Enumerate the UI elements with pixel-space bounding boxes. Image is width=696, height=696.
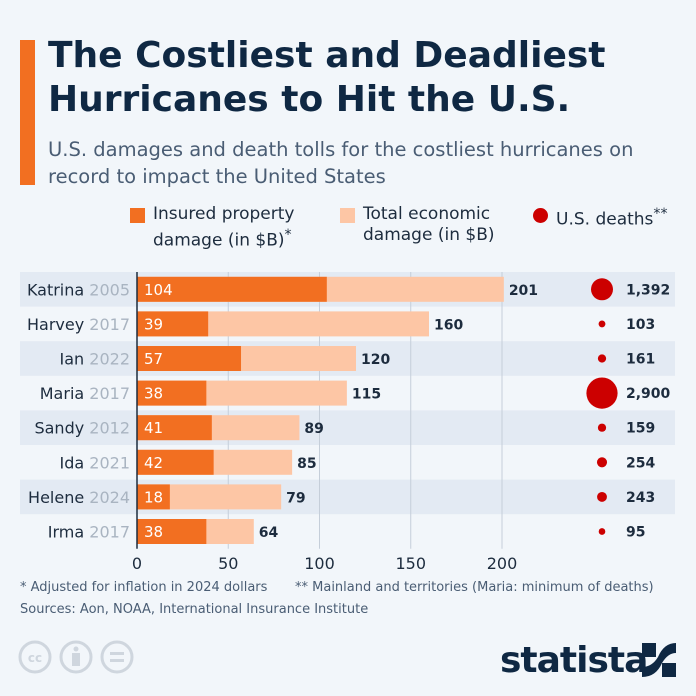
bar-insured (137, 415, 212, 441)
deaths-label: 2,900 (626, 386, 671, 402)
deaths-dot (598, 528, 606, 535)
bar-insured-label: 57 (144, 350, 163, 368)
bar-insured-label: 41 (144, 419, 163, 437)
bar-insured-label: 18 (144, 488, 163, 506)
hurricane-name: Katrina (27, 280, 89, 299)
bar-insured (137, 484, 170, 510)
category-label: Maria 2017 (40, 384, 130, 403)
bar-insured-label: 38 (144, 385, 163, 403)
hurricane-name: Ian (60, 350, 90, 369)
bar-total-label: 79 (286, 490, 305, 506)
category-label: Helene 2024 (28, 488, 130, 507)
hurricane-year: 2017 (89, 315, 130, 334)
bar-insured-label: 104 (144, 281, 173, 299)
bar-insured (137, 311, 209, 337)
legend-insured-label: Insured property damage (in $B) (153, 204, 295, 251)
bar-total-label: 89 (304, 421, 323, 437)
bar-insured (137, 346, 242, 371)
bar-insured (137, 276, 327, 302)
category-label: Ian 2022 (60, 350, 130, 369)
legend-deaths: U.S. deaths** (556, 204, 696, 231)
hurricane-name: Ida (60, 453, 90, 472)
deaths-dot (598, 320, 606, 328)
legend-deaths-mark: ** (653, 206, 668, 222)
row-band (20, 479, 675, 515)
hurricane-year: 2005 (89, 280, 130, 299)
bar-insured-label: 38 (144, 523, 163, 541)
by-icon (59, 640, 93, 674)
hurricane-name: Maria (40, 384, 90, 403)
deaths-label: 1,392 (626, 282, 670, 298)
license-icons: cc (18, 640, 134, 674)
bar-insured-label: 39 (144, 315, 163, 333)
footnote-2: ** Mainland and territories (Maria: mini… (295, 580, 654, 595)
hurricane-year: 2017 (89, 523, 130, 542)
hurricane-year: 2024 (89, 488, 130, 507)
x-tick-label: 50 (218, 554, 238, 573)
category-label: Ida 2021 (60, 453, 130, 472)
legend-swatch-total (340, 208, 355, 223)
hurricane-year: 2012 (89, 419, 130, 438)
bar-total-label: 201 (509, 283, 538, 299)
bar-total-label: 160 (434, 317, 463, 333)
legend-swatch-deaths (533, 208, 548, 223)
category-label: Katrina 2005 (27, 280, 130, 299)
deaths-label: 254 (626, 455, 655, 471)
bar-insured (137, 380, 207, 406)
bar-total-label: 120 (361, 352, 390, 368)
deaths-dot (597, 491, 607, 502)
hurricane-year: 2017 (89, 384, 130, 403)
category-label: Sandy 2012 (34, 419, 130, 438)
page-title: The Costliest and Deadliest Hurricanes t… (48, 35, 606, 120)
deaths-dot (586, 377, 618, 409)
bar-insured (137, 519, 207, 544)
hurricane-year: 2021 (89, 453, 130, 472)
hurricane-name: Irma (48, 523, 90, 542)
legend-total: Total economic damage (in $B) (363, 204, 495, 245)
accent-bar (20, 40, 35, 185)
deaths-dot (597, 354, 607, 363)
svg-text:cc: cc (28, 651, 42, 665)
deaths-label: 103 (626, 317, 655, 333)
hurricane-name: Helene (28, 488, 89, 507)
sources: Sources: Aon, NOAA, International Insura… (20, 602, 369, 617)
deaths-dot (596, 457, 608, 468)
nd-icon (100, 640, 134, 674)
x-tick-label: 100 (304, 554, 335, 573)
subtitle: U.S. damages and death tolls for the cos… (48, 138, 634, 188)
deaths-dot (597, 423, 607, 432)
statista-logo-icon (642, 643, 676, 677)
footnote-1: * Adjusted for inflation in 2024 dollars (20, 580, 268, 595)
category-label: Harvey 2017 (27, 315, 130, 334)
statista-logo: statista (500, 640, 648, 681)
x-tick-label: 0 (132, 554, 142, 573)
deaths-label: 95 (626, 525, 645, 541)
row-band (20, 410, 675, 445)
x-tick-label: 150 (395, 554, 426, 573)
deaths-label: 161 (626, 352, 655, 368)
legend-insured: Insured property damage (in $B)* (153, 204, 323, 252)
bar-insured (137, 449, 214, 475)
legend-deaths-label: U.S. deaths (556, 209, 654, 230)
hurricane-name: Sandy (34, 419, 89, 438)
bar-total-label: 64 (259, 525, 279, 541)
legend-insured-mark: * (284, 227, 292, 243)
category-label: Irma 2017 (48, 523, 130, 542)
cc-icon: cc (18, 640, 52, 674)
deaths-label: 243 (626, 490, 655, 506)
x-tick-label: 200 (487, 554, 518, 573)
hurricane-year: 2022 (89, 350, 130, 369)
bar-total-label: 115 (352, 387, 381, 403)
hurricane-name: Harvey (27, 315, 89, 334)
deaths-dot (591, 278, 613, 301)
legend-swatch-insured (130, 208, 145, 223)
bar-total-label: 85 (297, 456, 316, 472)
bar-insured-label: 42 (144, 454, 163, 472)
deaths-label: 159 (626, 421, 655, 437)
